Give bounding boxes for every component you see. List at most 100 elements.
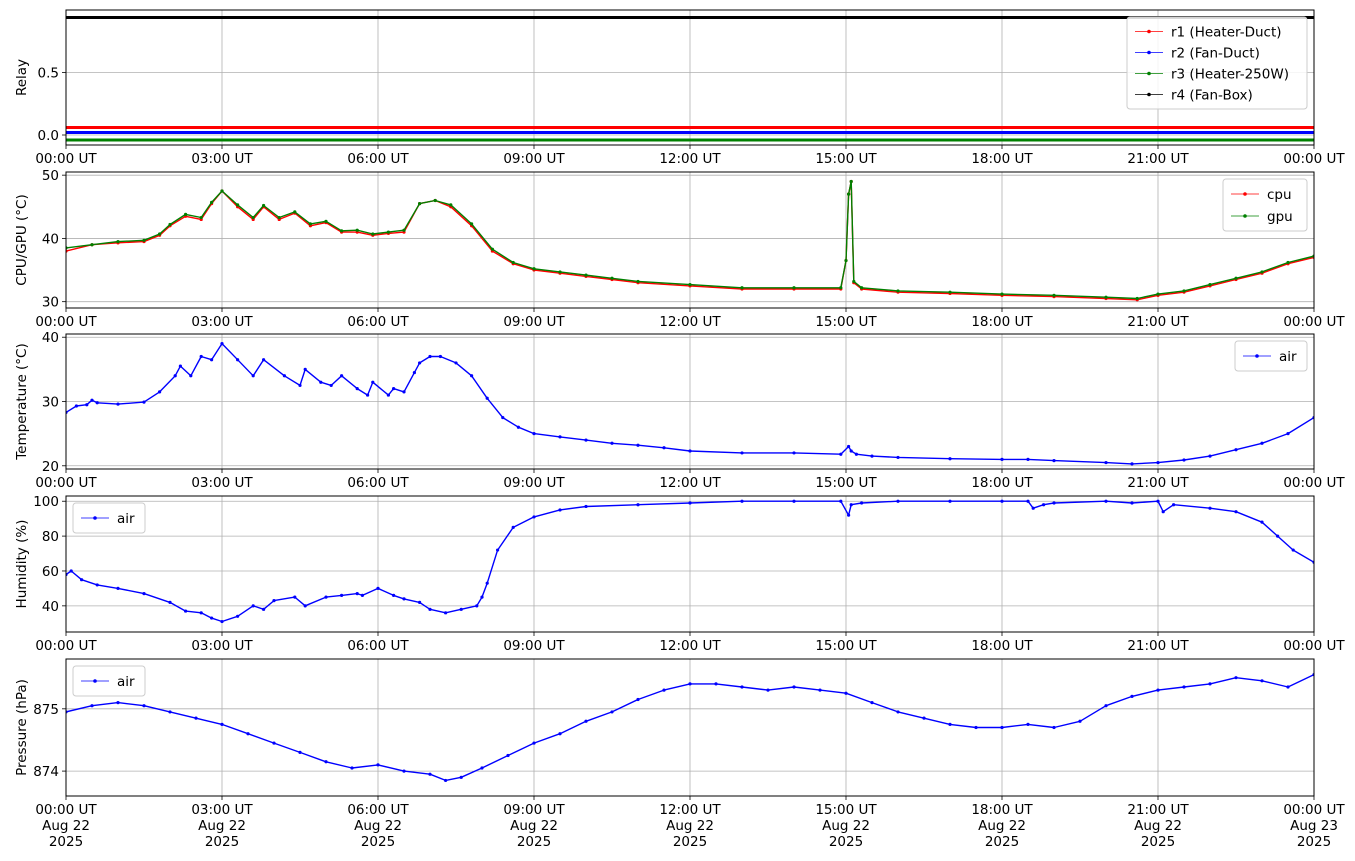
x-tick-label: 15:00 UT	[815, 638, 877, 654]
plot-area	[66, 499, 1314, 624]
series-air-line	[66, 342, 1314, 465]
x-tick-label: 03:00 UT	[191, 638, 253, 654]
series-gpu-point	[610, 276, 614, 280]
x-tick-label: 18:00 UT	[971, 475, 1033, 491]
series-gpu-point	[386, 230, 390, 234]
series-air-point	[80, 578, 84, 582]
y-tick-label: 40	[42, 330, 59, 346]
series-air-point	[1208, 682, 1212, 686]
series-air-point	[948, 499, 952, 503]
series-gpu-point	[584, 273, 588, 277]
series-air-point	[210, 358, 214, 362]
panel-1: 00:00 UT 03:00 UT 06:00 UT 09:00 UT 12:00 UT…	[14, 9, 1345, 167]
x-tick-label: 18:00 UT	[971, 314, 1033, 330]
series-air-point	[262, 358, 266, 362]
series-air-point	[839, 499, 843, 503]
series-gpu-point	[199, 215, 203, 220]
x-tick-label: 03:00 UT	[191, 314, 253, 330]
y-tick-label: 20	[42, 459, 59, 475]
x-tick-label: 00:00 UT	[1283, 314, 1345, 330]
series-gpu-point	[860, 286, 864, 290]
series-gpu-point	[1182, 289, 1186, 293]
series-air-point	[355, 387, 359, 391]
series-air-point	[1130, 694, 1134, 698]
x-tick-label: 09:00 UT	[503, 314, 565, 330]
series-air-point	[1130, 462, 1134, 466]
series-air-point	[282, 374, 286, 378]
series-air-point	[303, 367, 307, 371]
series-air-point	[1234, 676, 1238, 680]
legend-marker	[1243, 192, 1247, 196]
series-gpu-point	[688, 282, 692, 287]
series-air-point	[272, 741, 276, 745]
series-gpu-point	[277, 215, 281, 220]
series-air-point	[220, 619, 224, 624]
series-air-point	[142, 592, 146, 596]
x-tick-label: 09:00 UT	[503, 151, 565, 167]
series-gpu-point	[293, 210, 297, 214]
series-air-point	[1172, 503, 1176, 507]
legend-marker	[1147, 50, 1151, 55]
x-tick-label: 18:00 UT Aug 22 2025	[971, 802, 1033, 850]
series-air-point	[636, 503, 640, 507]
y-tick-label: 50	[42, 168, 59, 184]
series-gpu-point	[340, 229, 344, 233]
series-air-point	[438, 354, 442, 359]
series-gpu-point	[490, 247, 494, 251]
legend-label: r1 (Heater-Duct)	[1171, 25, 1282, 41]
series-air-point	[1026, 457, 1030, 461]
x-tick-label: 00:00 UT	[35, 475, 97, 491]
series-air-point	[558, 435, 562, 439]
x-tick-label: 03:00 UT	[191, 151, 253, 167]
legend-label: air	[1279, 349, 1297, 365]
series-air-point	[1276, 534, 1280, 538]
series-gpu-point	[449, 203, 453, 207]
series-air-point	[340, 374, 344, 378]
series-air-point	[896, 499, 900, 503]
x-tick-label: 15:00 UT	[815, 151, 877, 167]
series-gpu-point	[402, 228, 406, 232]
x-tick-label: 15:00 UT	[815, 314, 877, 330]
x-tick-label: 00:00 UT	[1283, 638, 1345, 654]
series-gpu-point	[844, 258, 848, 263]
series-air-point	[636, 443, 640, 447]
series-air-point	[844, 691, 848, 695]
series-air-point	[792, 499, 796, 503]
x-tick-label: 12:00 UT	[659, 638, 721, 654]
legend-marker	[1243, 214, 1247, 218]
x-tick-label: 09:00 UT Aug 22 2025	[503, 802, 565, 850]
y-tick-label: 80	[42, 529, 59, 545]
series-air-point	[854, 452, 859, 456]
series-gpu-point	[896, 289, 900, 293]
series-air-point	[1161, 510, 1165, 514]
legend-box	[1222, 178, 1308, 232]
x-tick-label: 21:00 UT	[1127, 151, 1189, 167]
y-tick-label: 0.5	[38, 66, 59, 82]
series-air-point	[1078, 719, 1082, 723]
series-air-point	[246, 732, 250, 736]
series-air-point	[402, 769, 406, 773]
series-air-point	[95, 401, 99, 405]
x-tick-label: 03:00 UT Aug 22 2025	[191, 802, 253, 850]
series-air-point	[319, 380, 323, 384]
series-air-point	[839, 452, 843, 456]
series-gpu-point	[142, 238, 146, 242]
x-tick-label: 00:00 UT	[35, 638, 97, 654]
series-air-point	[485, 581, 489, 585]
legend-box	[1126, 16, 1308, 110]
y-tick-label: 0.0	[38, 128, 59, 144]
series-gpu-point	[433, 198, 437, 203]
x-tick-label: 06:00 UT	[347, 475, 409, 491]
x-tick-label: 21:00 UT Aug 22 2025	[1127, 802, 1189, 850]
plot-frame	[65, 495, 1315, 633]
series-gpu-point	[116, 239, 120, 244]
series-air-point	[1286, 432, 1290, 436]
series-gpu-point	[740, 286, 744, 290]
series-air-point	[210, 616, 214, 620]
y-axis-label: Temperature (°C)	[14, 343, 30, 461]
series-air-point	[90, 398, 94, 402]
series-air-point	[1182, 685, 1186, 689]
series-gpu-point	[418, 202, 422, 206]
series-gpu-point	[470, 222, 474, 226]
series-air-point	[610, 441, 614, 445]
